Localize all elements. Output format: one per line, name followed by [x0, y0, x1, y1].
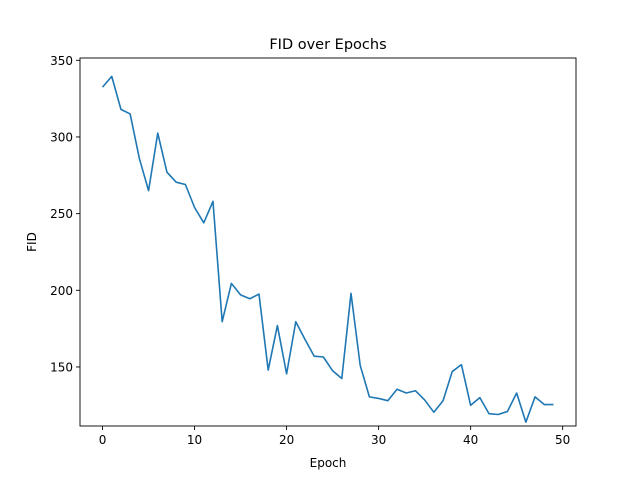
x-tick-label: 40	[463, 433, 478, 447]
y-tick-label: 200	[50, 284, 73, 298]
tick-group: 0 10 20 30 40 50 150 200 250 300 350	[50, 54, 570, 447]
x-tick-label: 50	[555, 433, 570, 447]
x-tick-label: 30	[371, 433, 386, 447]
x-tick-label: 10	[187, 433, 202, 447]
chart-title: FID over Epochs	[269, 37, 386, 53]
y-tick-label: 250	[50, 207, 73, 221]
y-axis-label: FID	[25, 232, 39, 252]
axes-frame	[79, 57, 577, 427]
y-tick-label: 300	[50, 130, 73, 144]
x-tick-label: 20	[279, 433, 294, 447]
x-axis-label: Epoch	[310, 456, 347, 470]
plot-area	[101, 75, 554, 423]
fid-series-line	[101, 75, 554, 423]
y-tick-label: 350	[50, 54, 73, 68]
y-tick-label: 150	[50, 360, 73, 374]
x-tick-label: 0	[99, 433, 107, 447]
